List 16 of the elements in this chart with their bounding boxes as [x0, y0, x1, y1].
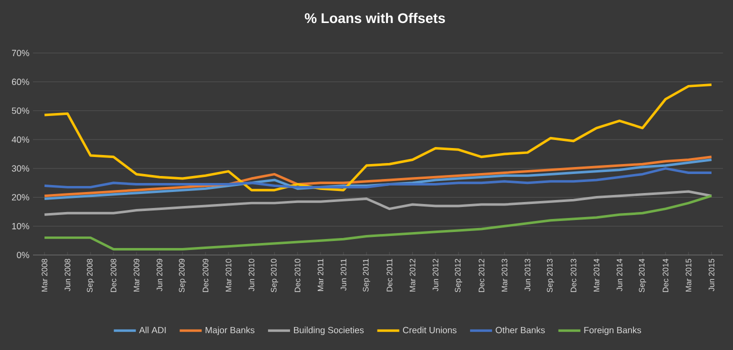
legend-label: Credit Unions — [402, 326, 456, 334]
legend-label: Major Banks — [206, 326, 254, 336]
line-series — [43, 84, 713, 192]
legend-label: All ADI — [139, 326, 166, 334]
y-tick-label: 60% — [12, 78, 30, 86]
y-tick-label: 70% — [12, 50, 30, 56]
legend-label: Foreign Banks — [584, 326, 642, 336]
legend-label: Other Banks — [496, 326, 545, 334]
y-tick-label: 40% — [12, 136, 30, 143]
y-tick-label: 10% — [12, 222, 30, 230]
chart-title: % Loans with Offsets — [304, 12, 445, 24]
y-tick-label: 30% — [12, 165, 30, 172]
y-tick-label: 50% — [12, 108, 30, 114]
y-tick-label: 0% — [16, 252, 30, 258]
y-tick-label: 20% — [12, 194, 30, 200]
legend-label: Building Societies — [294, 326, 364, 336]
